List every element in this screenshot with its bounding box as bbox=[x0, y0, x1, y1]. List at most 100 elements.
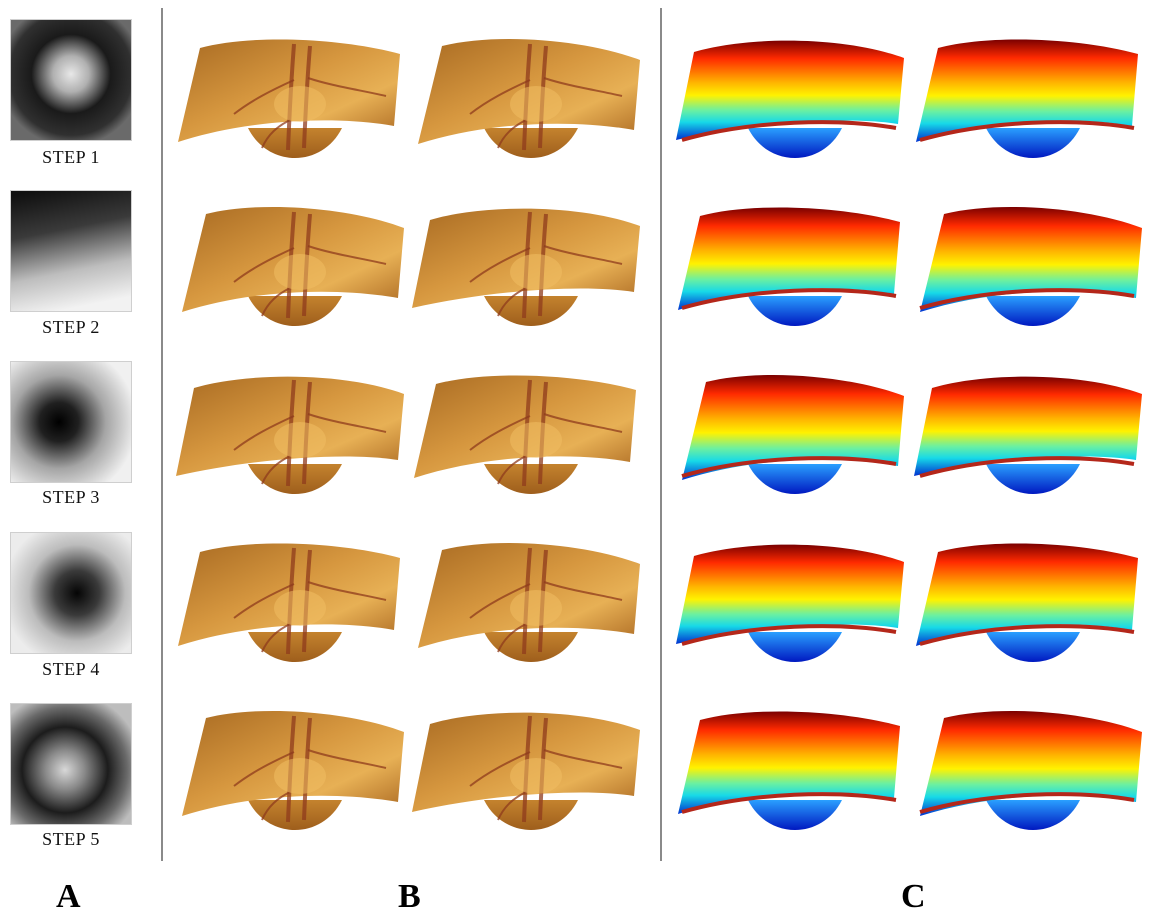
step-label-3: STEP 3 bbox=[42, 487, 100, 507]
colormap-mesh-10 bbox=[681, 374, 904, 494]
colormap-mesh-2 bbox=[676, 40, 904, 158]
vessel-line bbox=[497, 623, 527, 653]
colormap-mesh-19 bbox=[919, 710, 1142, 830]
surface-bowl bbox=[748, 128, 842, 158]
vessel-line bbox=[543, 77, 623, 97]
surface-sheet bbox=[916, 39, 1138, 142]
optic-disc bbox=[274, 422, 326, 458]
colormap-mesh-11 bbox=[914, 376, 1142, 494]
vessel-line bbox=[469, 583, 531, 619]
surface-bowl bbox=[986, 464, 1080, 494]
fundus-mesh-4 bbox=[182, 206, 404, 326]
fundus-mesh-0 bbox=[178, 39, 400, 158]
vessel-line bbox=[233, 79, 295, 115]
surface-rim bbox=[681, 792, 897, 814]
vessel-line bbox=[543, 413, 623, 433]
fundus-mesh-9 bbox=[414, 375, 636, 494]
surface-sheet bbox=[682, 374, 904, 480]
surface-rim bbox=[919, 120, 1135, 142]
vessel-line bbox=[233, 751, 295, 787]
surface-bowl bbox=[484, 128, 578, 158]
fundus-surface-9 bbox=[408, 366, 658, 506]
vessel-line bbox=[497, 791, 527, 821]
surface-bowl bbox=[484, 800, 578, 830]
surface-bowl bbox=[248, 464, 342, 494]
optic-disc bbox=[274, 254, 326, 290]
divider-left bbox=[161, 8, 163, 861]
fundus-surface-16 bbox=[172, 702, 422, 842]
colormap-mesh-14 bbox=[676, 544, 904, 662]
surface-rim bbox=[919, 792, 1135, 814]
colormap-surface-19 bbox=[910, 702, 1151, 842]
surface-sheet bbox=[676, 40, 904, 140]
surface-rim bbox=[681, 288, 897, 310]
surface-sheet bbox=[920, 206, 1142, 312]
vessel-line bbox=[307, 413, 387, 433]
surface-sheet bbox=[920, 710, 1142, 816]
panel-label-a: A bbox=[56, 878, 81, 915]
colormap-surface-15 bbox=[910, 534, 1151, 674]
step-label-5: STEP 5 bbox=[42, 829, 100, 849]
fundus-mesh-12 bbox=[178, 543, 400, 662]
vessel-line bbox=[543, 749, 623, 769]
vessel-line bbox=[261, 455, 291, 485]
surface-bowl bbox=[986, 632, 1080, 662]
vessel-line bbox=[469, 751, 531, 787]
step-label-1: STEP 1 bbox=[42, 147, 100, 167]
surface-bowl bbox=[248, 296, 342, 326]
optic-disc bbox=[510, 422, 562, 458]
surface-bowl bbox=[248, 800, 342, 830]
fundus-surface-17 bbox=[408, 702, 658, 842]
surface-bowl bbox=[484, 464, 578, 494]
colormap-surface-10 bbox=[672, 366, 922, 506]
panel-label-c: C bbox=[901, 878, 926, 915]
colormap-surface-6 bbox=[672, 198, 922, 338]
surface-bowl bbox=[748, 296, 842, 326]
vessel-line bbox=[261, 623, 291, 653]
fundus-surface-1 bbox=[408, 30, 658, 170]
vessel-line bbox=[307, 77, 387, 97]
optic-disc bbox=[274, 758, 326, 794]
colormap-surface-14 bbox=[672, 534, 922, 674]
colormap-surface-7 bbox=[910, 198, 1151, 338]
fundus-mesh-8 bbox=[176, 376, 404, 494]
fundus-surface-5 bbox=[408, 198, 658, 338]
fundus-mesh-16 bbox=[182, 710, 404, 830]
heatmap-step-5 bbox=[10, 703, 132, 825]
surface-bowl bbox=[986, 800, 1080, 830]
optic-disc bbox=[510, 758, 562, 794]
vessel-line bbox=[469, 415, 531, 451]
surface-rim bbox=[919, 624, 1135, 646]
fundus-surface-8 bbox=[172, 366, 422, 506]
surface-rim bbox=[681, 456, 897, 478]
colormap-mesh-7 bbox=[919, 206, 1142, 326]
fundus-surface-0 bbox=[172, 30, 422, 170]
optic-disc bbox=[510, 86, 562, 122]
surface-bowl bbox=[248, 128, 342, 158]
heatmap-step-4 bbox=[10, 532, 132, 654]
fundus-mesh-1 bbox=[418, 38, 640, 158]
fundus-surface-13 bbox=[408, 534, 658, 674]
step-label-2: STEP 2 bbox=[42, 317, 100, 337]
fundus-mesh-13 bbox=[418, 542, 640, 662]
heatmap-step-3 bbox=[10, 361, 132, 483]
surface-bowl bbox=[248, 632, 342, 662]
vessel-line bbox=[469, 79, 531, 115]
colormap-mesh-6 bbox=[678, 207, 900, 326]
surface-sheet bbox=[678, 711, 900, 814]
colormap-surface-11 bbox=[910, 366, 1151, 506]
vessel-line bbox=[469, 247, 531, 283]
surface-bowl bbox=[986, 128, 1080, 158]
vessel-line bbox=[543, 581, 623, 601]
optic-disc bbox=[274, 590, 326, 626]
surface-rim bbox=[681, 624, 897, 646]
colormap-surface-2 bbox=[672, 30, 922, 170]
vessel-line bbox=[307, 749, 387, 769]
surface-bowl bbox=[484, 296, 578, 326]
vessel-line bbox=[261, 791, 291, 821]
fundus-mesh-5 bbox=[412, 208, 640, 326]
surface-bowl bbox=[748, 632, 842, 662]
panel-label-b: B bbox=[398, 878, 421, 915]
vessel-line bbox=[233, 583, 295, 619]
surface-sheet bbox=[678, 207, 900, 310]
